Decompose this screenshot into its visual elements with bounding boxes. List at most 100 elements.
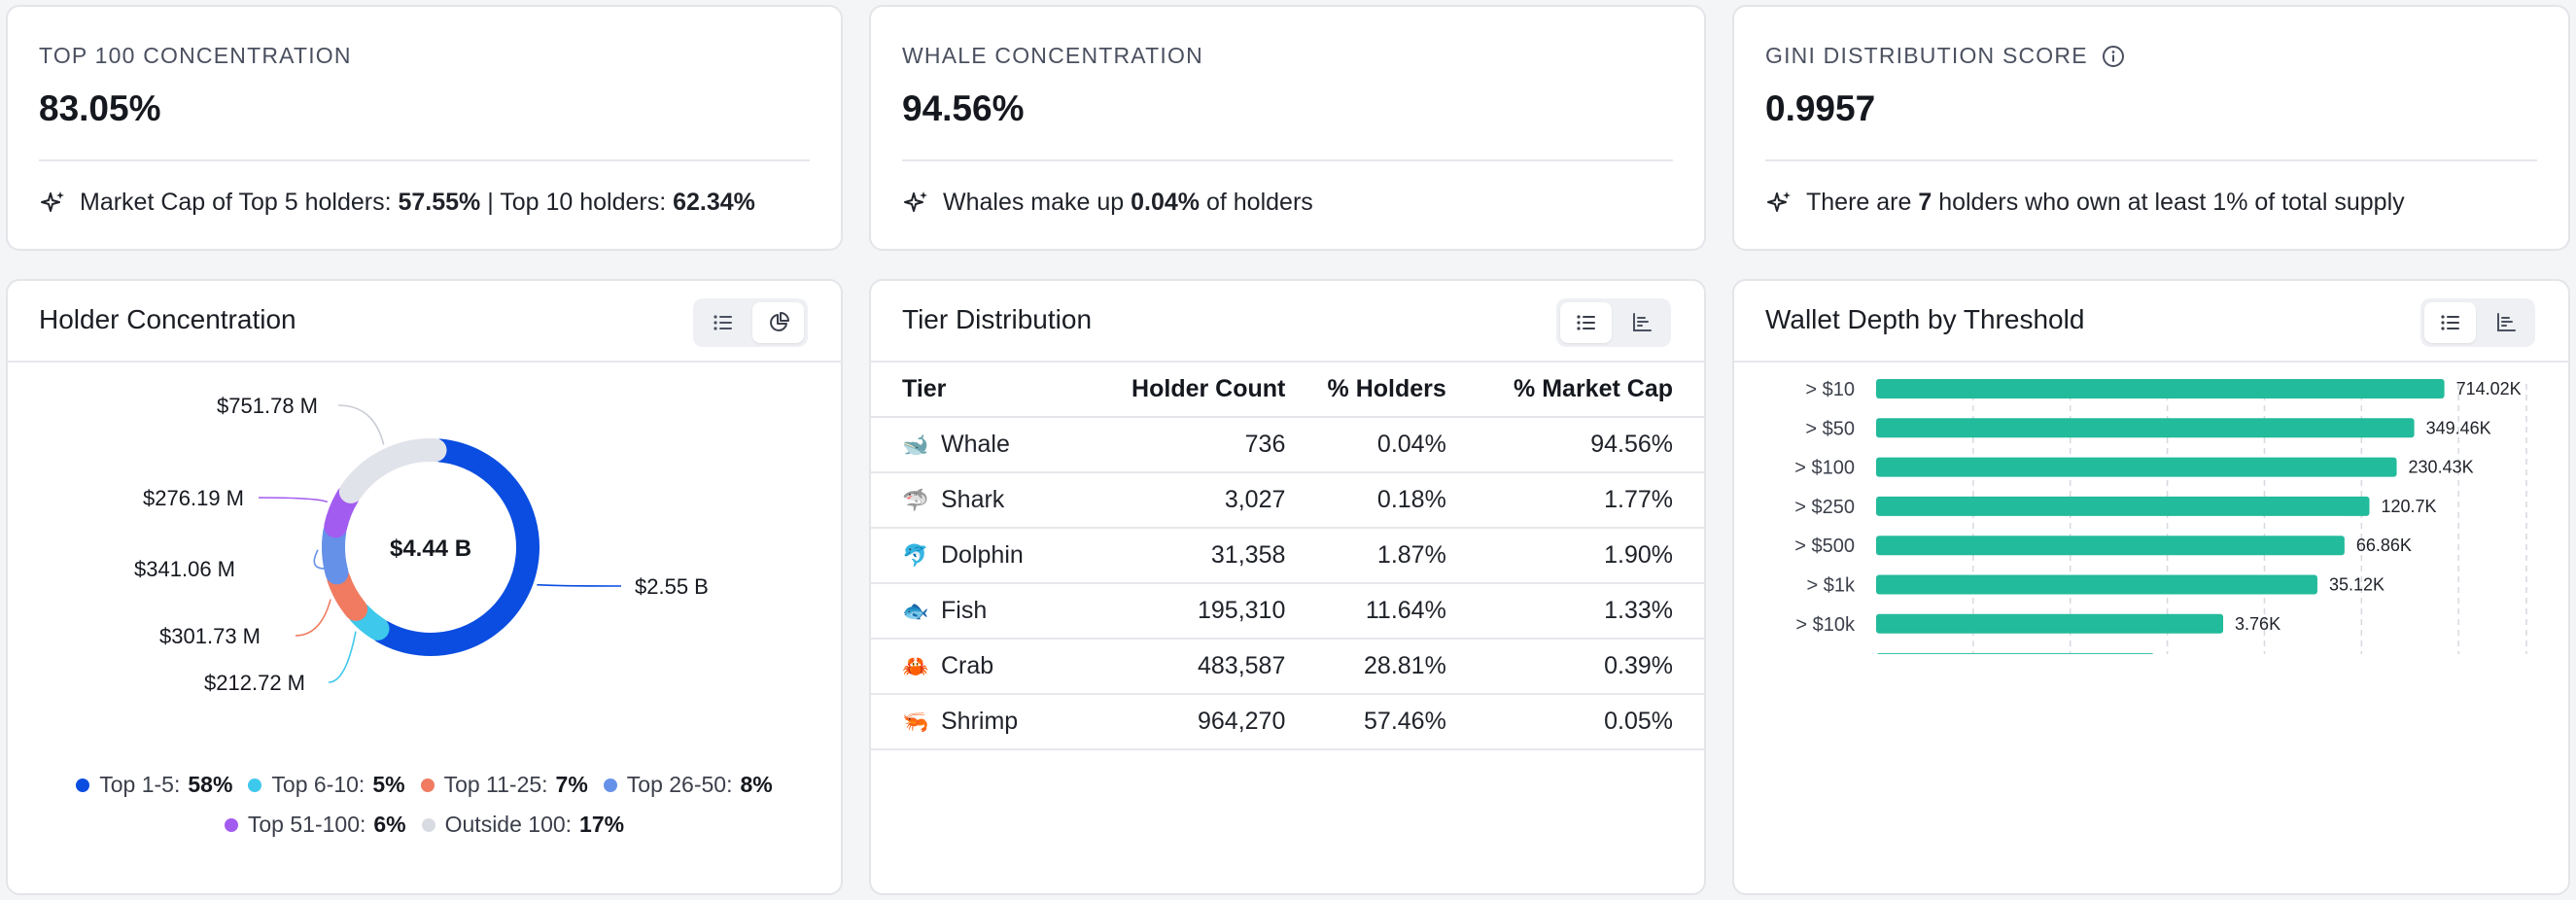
legend-label: Top 6-10:	[271, 772, 366, 797]
divider	[1765, 159, 2537, 161]
market-cap-pct-cell: 1.90%	[1445, 528, 1704, 584]
pie-view-button[interactable]	[752, 302, 804, 343]
bar-chart-icon	[1632, 313, 1652, 331]
category-label: > $10k	[1795, 614, 1856, 636]
panel-header: Tier Distribution	[871, 281, 1704, 363]
donut-slice[interactable]	[296, 412, 566, 682]
tier-cell: 🐟 Fish	[871, 583, 1078, 640]
table-header-row: Tier Holder Count % Holders % Market Cap	[871, 363, 1704, 418]
depth-bar[interactable]	[1876, 574, 2317, 595]
top10-share: 62.34%	[673, 189, 755, 216]
table-row[interactable]: 🐋 Whale 736 0.04% 94.56%	[871, 417, 1704, 473]
holder-count-cell: 3,027	[1077, 472, 1286, 529]
tier-name: Shark	[941, 486, 1005, 513]
bar-value-label: 736	[2166, 653, 2195, 654]
legend-item[interactable]: Top 11-25: 7%	[420, 772, 588, 798]
panel-title: Wallet Depth by Threshold	[1765, 304, 2085, 334]
donut-slice[interactable]	[311, 428, 550, 667]
tier-cell: 🦈 Shark	[871, 472, 1078, 529]
legend-item[interactable]: Top 26-50: 8%	[603, 772, 773, 798]
legend-item[interactable]: Outside 100: 17%	[421, 812, 625, 838]
market-cap-pct-cell: 0.39%	[1445, 639, 1704, 695]
depth-bar[interactable]	[1876, 379, 2445, 398]
crab-icon: 🦀	[902, 654, 929, 679]
depth-bar[interactable]	[1876, 496, 2370, 516]
market-cap-pct-cell: 0.05%	[1445, 694, 1704, 750]
holders-pct-cell: 0.04%	[1285, 417, 1446, 473]
tier-name: Whale	[941, 431, 1010, 458]
shrimp-icon: 🦐	[902, 710, 929, 735]
donut-slice[interactable]	[296, 413, 566, 682]
holder-count-cell: 736	[1077, 417, 1286, 473]
chart-view-button[interactable]	[1616, 302, 1667, 343]
bar-value-label: 230.43K	[2409, 458, 2474, 477]
insight-text: Whales make up	[943, 189, 1131, 216]
depth-bar[interactable]	[1876, 653, 2154, 654]
legend-item[interactable]: Top 1-5: 58%	[76, 772, 232, 798]
holder-count-cell: 483,587	[1077, 639, 1286, 695]
chart-view-button[interactable]	[2480, 302, 2531, 343]
tier-name: Shrimp	[941, 708, 1019, 735]
top5-share: 57.55%	[398, 189, 481, 216]
table-row[interactable]: 🐟 Fish 195,310 11.64% 1.33%	[871, 583, 1704, 640]
list-view-button[interactable]	[1560, 302, 1612, 343]
tier-distribution-card: Tier Distribution Tier Holder Count % Ho…	[869, 279, 1706, 895]
legend-percent: 8%	[740, 772, 773, 797]
legend-percent: 58%	[188, 772, 233, 797]
leader-line	[313, 549, 326, 570]
bar-value-label: 3.76K	[2235, 614, 2280, 634]
whale-holder-share: 0.04%	[1131, 189, 1201, 216]
list-icon	[1576, 315, 1595, 330]
category-label: > $10	[1805, 379, 1855, 400]
table-row[interactable]: 🦈 Shark 3,027 0.18% 1.77%	[871, 472, 1704, 529]
gini-title-text: GINI DISTRIBUTION SCORE	[1765, 43, 2088, 68]
view-toggle	[2420, 298, 2535, 347]
insight-text: There are	[1806, 189, 1919, 216]
tier-cell: 🐋 Whale	[871, 417, 1078, 473]
column-header: Holder Count	[1077, 363, 1286, 418]
list-view-button[interactable]	[2424, 302, 2476, 343]
table-row[interactable]: 🦐 Shrimp 964,270 57.46% 0.05%	[871, 694, 1704, 750]
fish-icon: 🐟	[902, 599, 929, 624]
gini-score-card: GINI DISTRIBUTION SCORE 0.9957 There are…	[1732, 5, 2570, 251]
legend-dot	[421, 817, 435, 832]
wallet-depth-card: Wallet Depth by Threshold 1101001K10K100…	[1732, 279, 2570, 895]
donut-slice[interactable]	[315, 432, 546, 663]
donut-slice[interactable]	[294, 410, 568, 684]
legend-dot	[420, 778, 435, 792]
legend-percent: 5%	[372, 772, 405, 797]
list-view-button[interactable]	[697, 302, 748, 343]
slice-value-label: $341.06 M	[134, 557, 235, 581]
sparkle-icon	[1767, 190, 1791, 212]
slice-value-label: $301.73 M	[159, 624, 261, 648]
market-cap-pct-cell: 1.33%	[1445, 583, 1704, 640]
bar-value-label: 714.02K	[2456, 379, 2522, 398]
bar-value-label: 120.7K	[2381, 497, 2436, 516]
tier-cell: 🐬 Dolphin	[871, 528, 1078, 584]
depth-bar[interactable]	[1876, 613, 2224, 634]
leader-line	[328, 631, 357, 683]
dolphin-icon: 🐬	[902, 543, 929, 569]
legend-percent: 17%	[579, 812, 625, 837]
holders-pct-cell: 57.46%	[1285, 694, 1446, 750]
donut-center-total: $4.44 B	[390, 536, 471, 562]
depth-bar[interactable]	[1876, 536, 2345, 556]
holders-pct-cell: 11.64%	[1285, 583, 1446, 640]
table-row[interactable]: 🐬 Dolphin 31,358 1.87% 1.90%	[871, 528, 1704, 584]
bar-value-label: 66.86K	[2356, 536, 2412, 555]
leader-line	[295, 599, 331, 637]
tier-cell: 🦐 Shrimp	[871, 694, 1078, 750]
table-row[interactable]: 🦀 Crab 483,587 28.81% 0.39%	[871, 639, 1704, 695]
legend-label: Top 11-25:	[443, 772, 548, 797]
whale-insight: Whales make up 0.04% of holders	[902, 189, 1313, 217]
top100-value: 83.05%	[39, 88, 161, 128]
whale-concentration-card: WHALE CONCENTRATION 94.56% Whales make u…	[869, 5, 1706, 251]
column-header: Tier	[871, 363, 1078, 418]
depth-bar[interactable]	[1876, 418, 2415, 438]
list-icon	[713, 315, 732, 330]
depth-bar[interactable]	[1876, 457, 2397, 477]
legend-item[interactable]: Top 6-10: 5%	[248, 772, 405, 798]
info-icon[interactable]	[2102, 45, 2125, 68]
legend-item[interactable]: Top 51-100: 6%	[224, 812, 406, 838]
